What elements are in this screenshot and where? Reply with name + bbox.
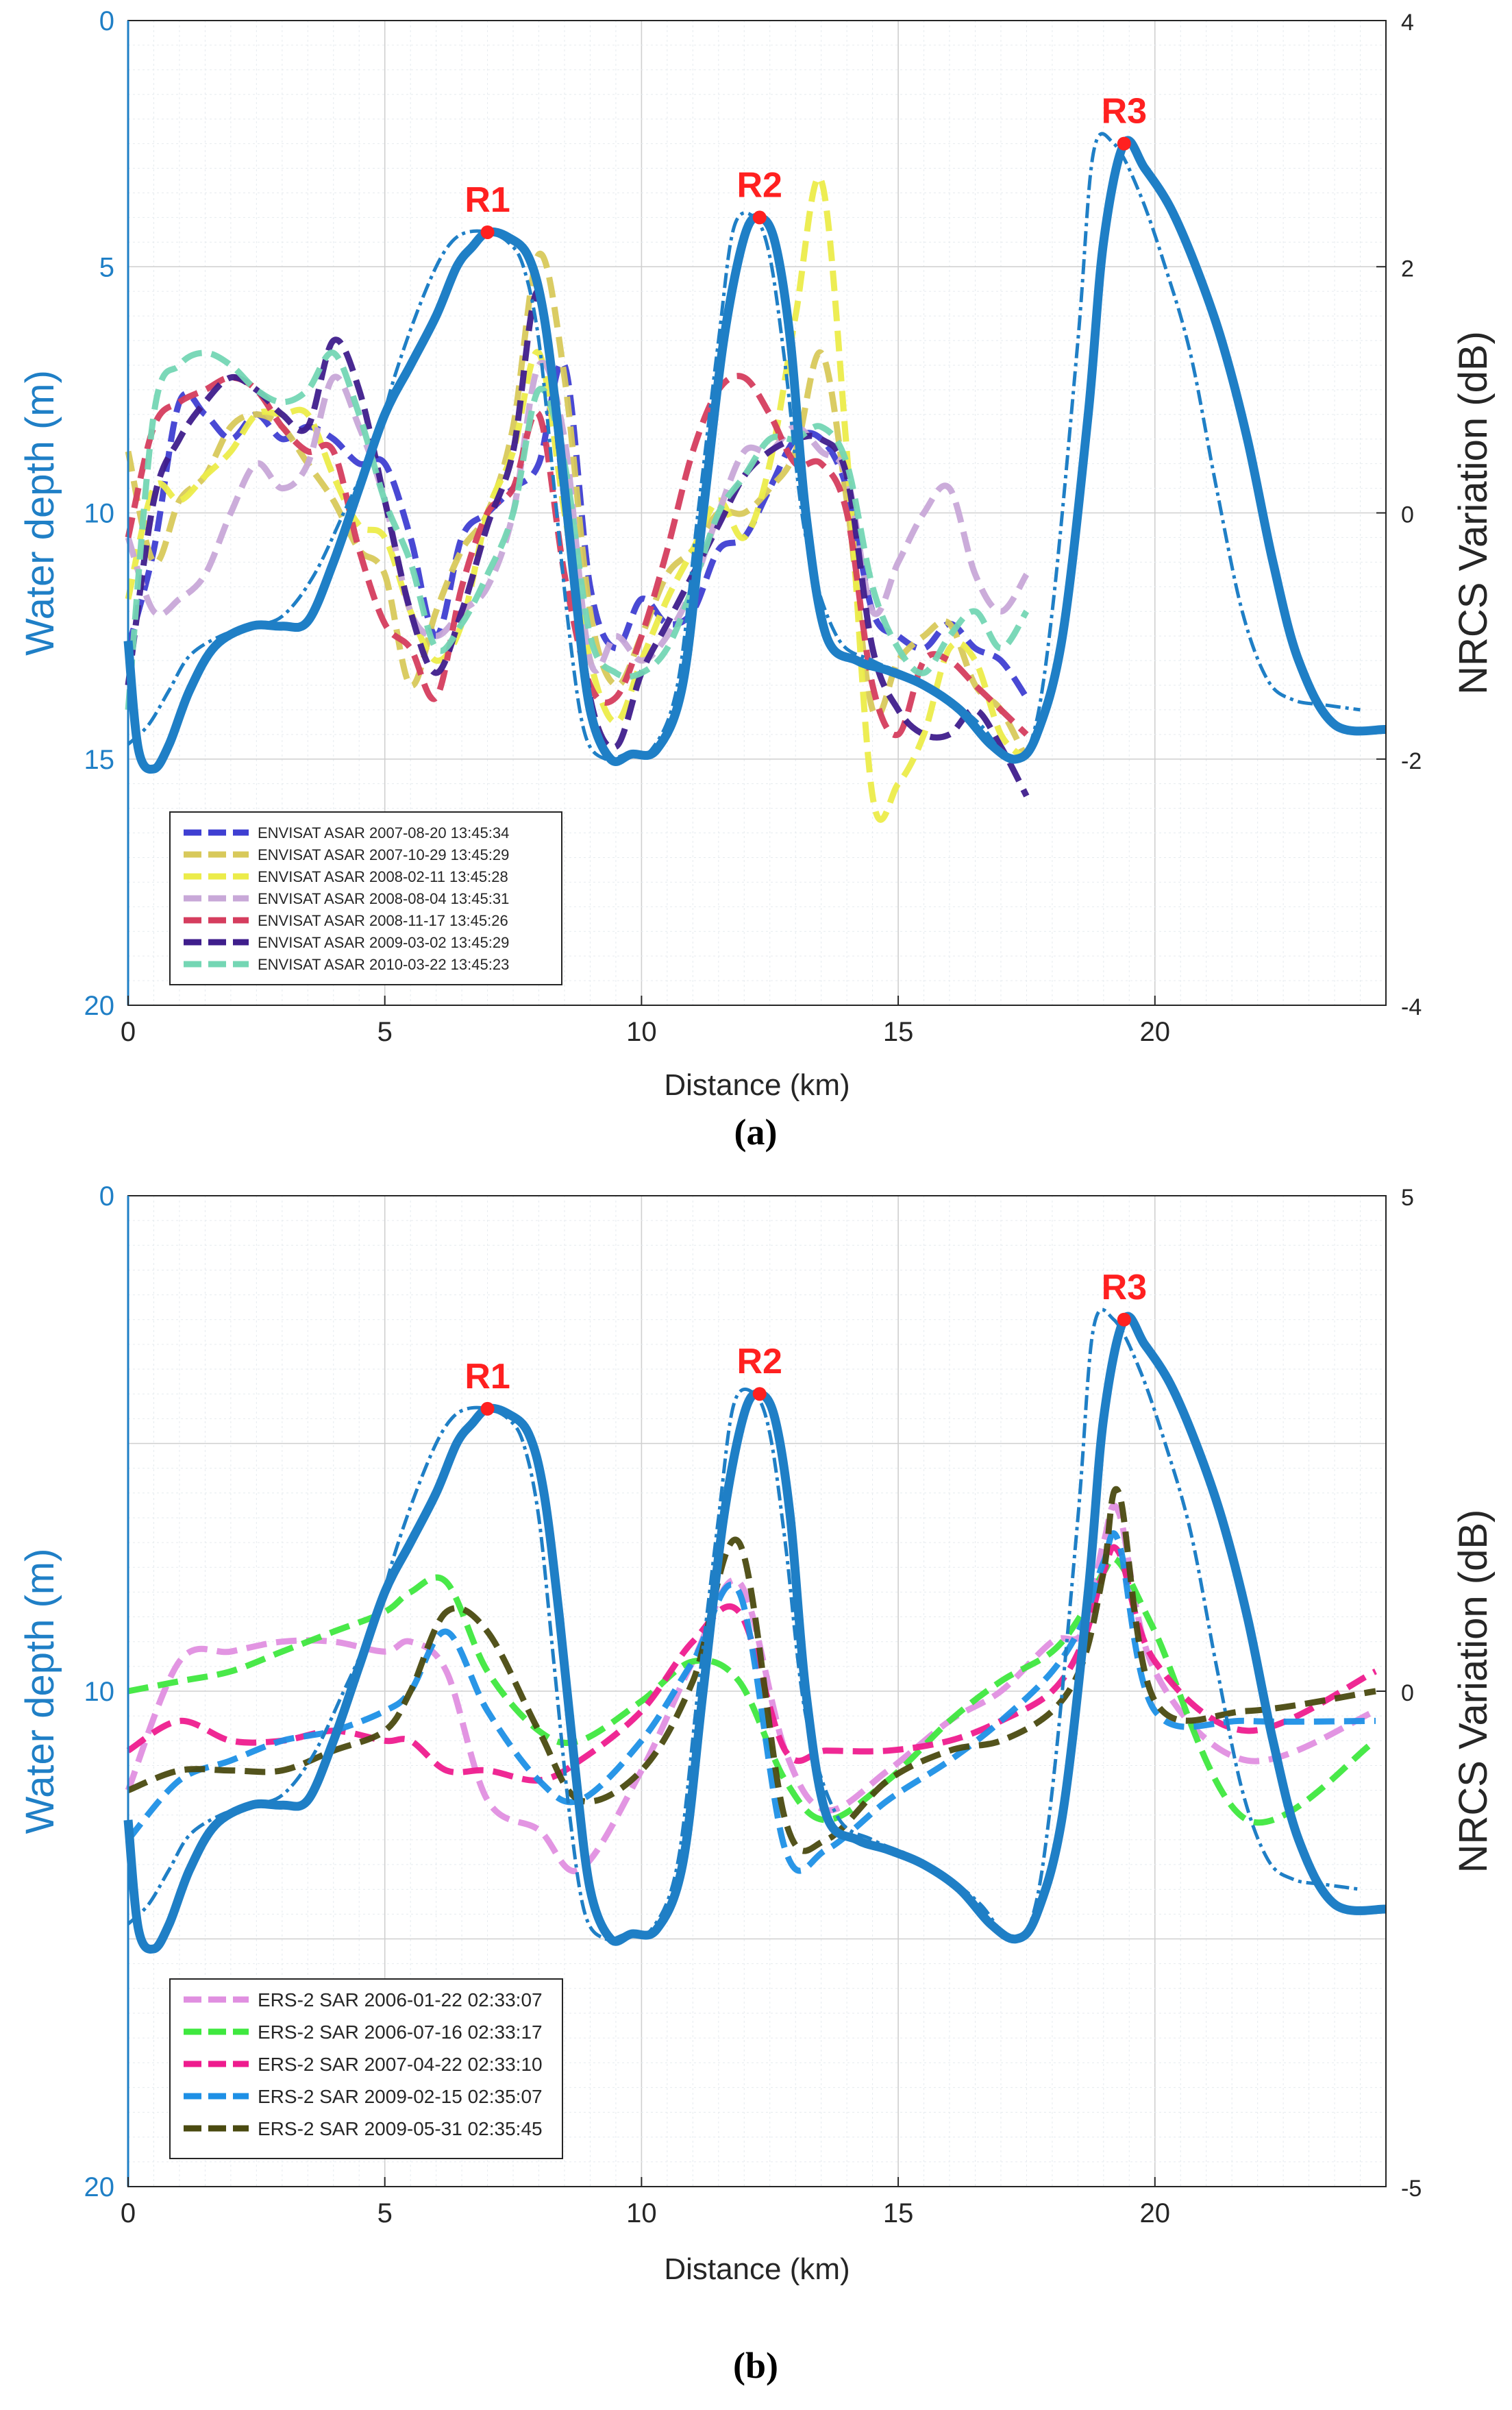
y-right-tick-label: 0 — [1401, 502, 1414, 528]
legend-entry-2: ENVISAT ASAR 2008-02-11 13:45:28 — [258, 868, 508, 885]
legend-entry-1: ERS-2 SAR 2006-07-16 02:33:17 — [258, 2021, 543, 2043]
x-tick-label: 20 — [1140, 1017, 1171, 1047]
nrcs-series-line-4 — [127, 1486, 1376, 1854]
peak-label-r2: R2 — [737, 1342, 782, 1381]
legend-entry-2: ERS-2 SAR 2007-04-22 02:33:10 — [258, 2054, 543, 2075]
y-left-axis-label: Water depth (m) — [18, 1549, 62, 1834]
x-tick-label: 5 — [377, 2198, 393, 2228]
y-left-tick-label: 10 — [84, 1677, 115, 1707]
peak-label-r3: R3 — [1102, 1268, 1147, 1307]
panel-label: (b) — [733, 2345, 778, 2386]
peak-marker-r2 — [752, 210, 767, 225]
y-left-tick-label: 20 — [84, 2172, 115, 2202]
x-axis-label: Distance (km) — [664, 2252, 850, 2286]
y-right-tick-label: -2 — [1401, 748, 1422, 774]
x-tick-label: 20 — [1140, 2198, 1171, 2228]
nrcs-series-line-3 — [125, 1530, 1376, 1874]
peak-marker-r3 — [1117, 1312, 1131, 1327]
legend-entry-3: ENVISAT ASAR 2008-08-04 13:45:31 — [258, 890, 509, 907]
y-right-axis-label: NRCS Variation (dB) — [1451, 331, 1496, 695]
x-tick-label: 10 — [626, 2198, 657, 2228]
panel-label: (a) — [734, 1111, 778, 1153]
peak-marker-r1 — [480, 1401, 495, 1416]
y-right-tick-label: 5 — [1401, 1185, 1414, 1211]
nrcs-series-line-2 — [125, 174, 1029, 823]
peak-label-r1: R1 — [464, 1357, 510, 1397]
peak-marker-r1 — [480, 225, 495, 239]
y-right-tick-label: -4 — [1401, 994, 1422, 1020]
y-right-tick-label: 0 — [1401, 1680, 1414, 1706]
y-left-axis-label: Water depth (m) — [18, 370, 62, 656]
legend-entry-4: ENVISAT ASAR 2008-11-17 13:45:26 — [258, 912, 508, 929]
y-right-axis-label: NRCS Variation (dB) — [1451, 1510, 1496, 1873]
y-left-tick-label: 20 — [84, 991, 115, 1021]
peak-label-r1: R1 — [464, 180, 510, 220]
y-left-tick-label: 5 — [99, 252, 114, 282]
x-tick-label: 10 — [626, 1017, 657, 1047]
legend-entry-1: ENVISAT ASAR 2007-10-29 13:45:29 — [258, 846, 509, 863]
x-tick-label: 0 — [121, 1017, 136, 1047]
peak-label-r2: R2 — [737, 165, 782, 205]
y-left-tick-label: 15 — [84, 745, 115, 775]
legend-entry-0: ENVISAT ASAR 2007-08-20 13:45:34 — [258, 824, 509, 841]
peak-label-r3: R3 — [1102, 92, 1147, 132]
x-tick-label: 15 — [883, 1017, 914, 1047]
x-tick-label: 15 — [883, 2198, 914, 2228]
legend-entry-0: ERS-2 SAR 2006-01-22 02:33:07 — [258, 1989, 543, 2011]
depth-profile-dashdot — [127, 1307, 1361, 1942]
legend: ERS-2 SAR 2006-01-22 02:33:07 ERS-2 SAR 2… — [169, 1978, 563, 2159]
legend-entry-5: ENVISAT ASAR 2009-03-02 13:45:29 — [258, 934, 509, 951]
x-tick-label: 0 — [121, 2198, 136, 2228]
x-axis-label: Distance (km) — [664, 1068, 850, 1102]
y-right-tick-label: 2 — [1401, 256, 1414, 282]
y-left-tick-label: 0 — [99, 1181, 114, 1212]
legend-entry-6: ENVISAT ASAR 2010-03-22 13:45:23 — [258, 956, 509, 973]
legend-entry-3: ERS-2 SAR 2009-02-15 02:35:07 — [258, 2086, 543, 2107]
y-right-tick-label: 4 — [1401, 10, 1414, 36]
y-left-tick-label: 10 — [84, 499, 115, 529]
y-right-tick-label: -5 — [1401, 2176, 1422, 2202]
y-left-tick-label: 0 — [99, 6, 114, 36]
depth-profile-dashdot — [127, 132, 1361, 762]
peak-marker-r3 — [1117, 136, 1131, 151]
x-tick-label: 5 — [377, 1017, 393, 1047]
legend-entry-4: ERS-2 SAR 2009-05-31 02:35:45 — [258, 2118, 543, 2139]
peak-marker-r2 — [752, 1387, 767, 1401]
legend: ENVISAT ASAR 2007-08-20 13:45:34 ENVISAT … — [169, 811, 562, 985]
nrcs-series-line-4 — [125, 373, 1029, 739]
